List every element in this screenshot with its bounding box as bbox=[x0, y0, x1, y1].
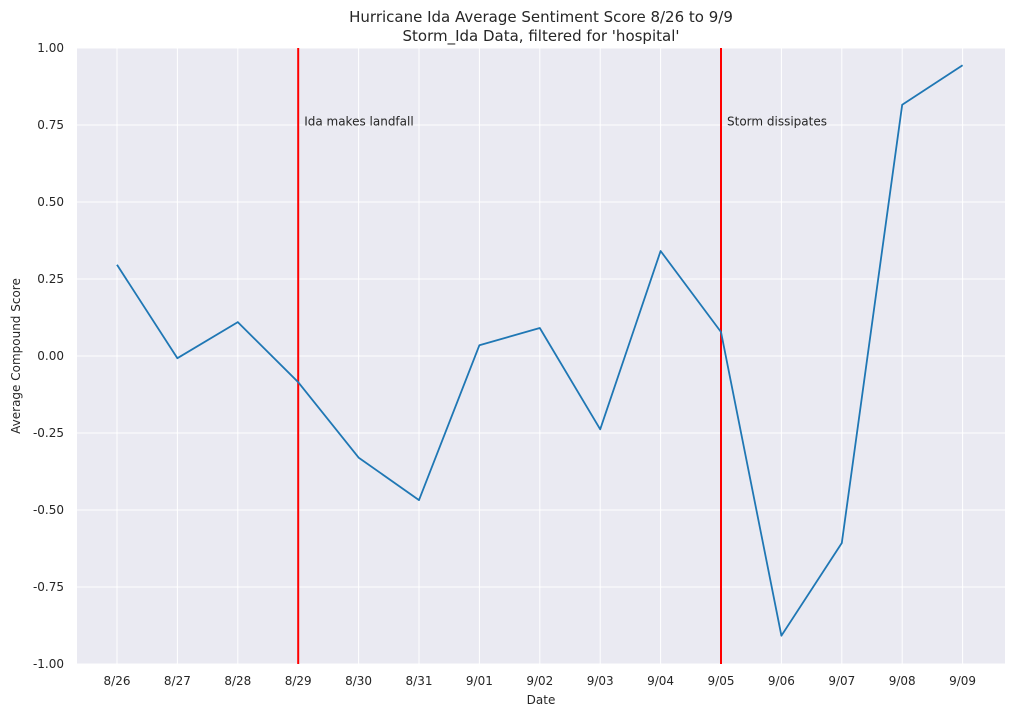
annotation-label: Ida makes landfall bbox=[304, 115, 414, 129]
x-tick-label: 9/05 bbox=[708, 674, 735, 688]
x-tick-label: 9/08 bbox=[889, 674, 916, 688]
x-tick-label: 8/30 bbox=[345, 674, 372, 688]
y-tick-label: -1.00 bbox=[33, 657, 64, 671]
y-tick-label: 0.25 bbox=[37, 272, 64, 286]
x-tick-label: 9/06 bbox=[768, 674, 795, 688]
y-tick-label: -0.50 bbox=[33, 503, 64, 517]
y-tick-label: 0.50 bbox=[37, 195, 64, 209]
x-tick-label: 8/27 bbox=[164, 674, 191, 688]
y-tick-label: 1.00 bbox=[37, 41, 64, 55]
x-tick-label: 9/02 bbox=[526, 674, 553, 688]
x-tick-label: 8/29 bbox=[285, 674, 312, 688]
x-axis-ticks: 8/26 8/27 8/28 8/29 8/30 8/31 9/01 9/02 9/03 9/04… bbox=[104, 674, 977, 688]
x-tick-label: 9/01 bbox=[466, 674, 493, 688]
annotation-label: Storm dissipates bbox=[727, 115, 827, 129]
chart-subtitle: Storm_Ida Data, filtered for 'hospital' bbox=[402, 27, 679, 46]
y-axis-ticks: -1.00 -0.75 -0.50 -0.25 0.00 0.25 0.50 0.75 1.00 bbox=[33, 41, 64, 671]
x-tick-label: 9/03 bbox=[587, 674, 614, 688]
chart-title: Hurricane Ida Average Sentiment Score 8/… bbox=[349, 8, 733, 26]
x-tick-label: 8/31 bbox=[406, 674, 433, 688]
y-tick-label: -0.25 bbox=[33, 426, 64, 440]
x-tick-label: 9/07 bbox=[828, 674, 855, 688]
y-tick-label: 0.00 bbox=[37, 349, 64, 363]
x-tick-label: 8/26 bbox=[104, 674, 131, 688]
x-tick-label: 8/28 bbox=[224, 674, 251, 688]
y-tick-label: -0.75 bbox=[33, 580, 64, 594]
y-tick-label: 0.75 bbox=[37, 118, 64, 132]
x-tick-label: 9/09 bbox=[949, 674, 976, 688]
x-tick-label: 9/04 bbox=[647, 674, 674, 688]
x-axis-label: Date bbox=[527, 693, 556, 707]
y-axis-label: Average Compound Score bbox=[9, 278, 23, 434]
